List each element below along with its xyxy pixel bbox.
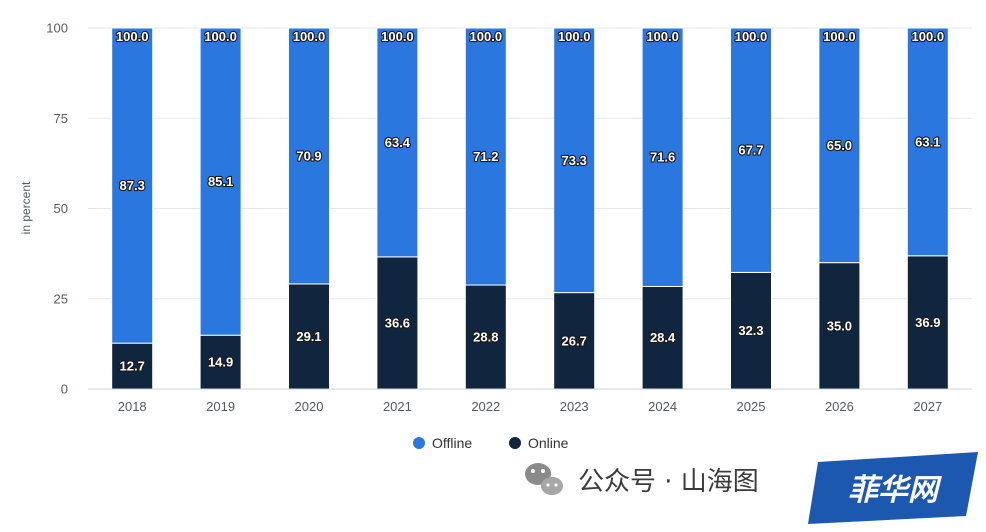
watermark-badge: 菲华网 <box>808 452 978 524</box>
data-label-online: 28.4 <box>650 330 676 345</box>
data-label-offline: 71.2 <box>473 149 498 164</box>
data-label-online: 29.1 <box>296 329 321 344</box>
data-label-online: 36.9 <box>915 315 940 330</box>
legend-label-offline: Offline <box>432 435 472 451</box>
data-label-online: 26.7 <box>562 333 587 348</box>
data-label-offline: 63.4 <box>385 135 411 150</box>
data-label-online: 14.9 <box>208 355 233 370</box>
data-label-offline: 63.1 <box>915 134 940 149</box>
y-axis-label: in percent <box>19 181 33 234</box>
data-label-online: 28.8 <box>473 330 498 345</box>
data-label-total: 100.0 <box>823 29 856 44</box>
bar-offline <box>288 27 330 285</box>
bar-online <box>818 262 861 390</box>
bar-online <box>906 255 949 390</box>
y-tick-label: 25 <box>54 291 68 306</box>
data-label-online: 32.3 <box>738 323 763 338</box>
x-tick-label: 2025 <box>737 399 766 414</box>
data-label-offline: 67.7 <box>738 143 763 158</box>
data-label-total: 100.0 <box>735 29 768 44</box>
bar-offline <box>464 27 507 286</box>
bar-offline <box>376 27 419 258</box>
bar-offline <box>906 27 949 257</box>
y-tick-label: 75 <box>54 111 68 126</box>
data-label-total: 100.0 <box>204 29 237 44</box>
legend-marker-offline <box>413 437 425 449</box>
legend-marker-online <box>509 437 521 449</box>
bar-offline <box>111 27 154 344</box>
x-tick-label: 2023 <box>560 399 589 414</box>
data-label-offline: 70.9 <box>296 148 321 163</box>
data-label-offline: 87.3 <box>120 178 145 193</box>
data-label-total: 100.0 <box>912 29 945 44</box>
watermark: 公众号 · 山海图 菲华网 <box>525 452 978 524</box>
axes: 0 25 50 75 100 2018 2019 2020 2021 2022 2023 2024 20… <box>46 21 972 414</box>
bar-offline <box>641 27 684 287</box>
data-label-offline: 71.6 <box>650 150 675 165</box>
x-tick-label: 2021 <box>383 399 412 414</box>
watermark-text: 公众号 · 山海图 <box>578 467 759 497</box>
x-tick-label: 2019 <box>206 399 235 414</box>
data-label-online: 12.7 <box>120 359 145 374</box>
bar-offline <box>730 27 772 273</box>
data-labels: 12.7 87.3 100.0 14.9 85.1 100.0 29.1 70.9 100.0 3… <box>115 28 945 375</box>
data-label-total: 100.0 <box>558 29 591 44</box>
bar-online <box>288 283 330 390</box>
data-label-total: 100.0 <box>646 29 679 44</box>
x-tick-label: 2027 <box>913 399 942 414</box>
y-tick-label: 0 <box>61 382 68 397</box>
data-label-offline: 65.0 <box>827 138 852 153</box>
data-label-online: 36.6 <box>385 315 410 330</box>
bar-offline <box>199 27 242 336</box>
x-tick-label: 2020 <box>295 399 324 414</box>
data-label-total: 100.0 <box>381 29 414 44</box>
x-tick-label: 2024 <box>648 399 677 414</box>
x-tick-label: 2018 <box>118 399 147 414</box>
data-label-online: 35.0 <box>827 318 852 333</box>
bar-offline <box>553 27 596 294</box>
bar-online <box>111 342 154 390</box>
data-label-total: 100.0 <box>293 29 326 44</box>
data-label-offline: 73.3 <box>562 153 587 168</box>
bar-online <box>376 256 419 390</box>
x-tick-label: 2022 <box>471 399 500 414</box>
y-tick-label: 50 <box>54 201 68 216</box>
bars <box>111 27 949 390</box>
legend-label-online: Online <box>528 435 569 451</box>
watermark-badge-text: 菲华网 <box>848 473 942 508</box>
data-label-total: 100.0 <box>470 29 503 44</box>
bar-online <box>464 284 507 390</box>
data-label-total: 100.0 <box>116 29 149 44</box>
legend: Offline Online <box>413 435 569 451</box>
bar-offline <box>818 27 861 264</box>
bar-online <box>730 271 772 390</box>
wechat-icon <box>525 463 563 495</box>
bar-online <box>553 292 596 390</box>
x-tick-label: 2026 <box>825 399 854 414</box>
data-label-offline: 85.1 <box>208 174 233 189</box>
y-tick-label: 100 <box>46 21 68 36</box>
